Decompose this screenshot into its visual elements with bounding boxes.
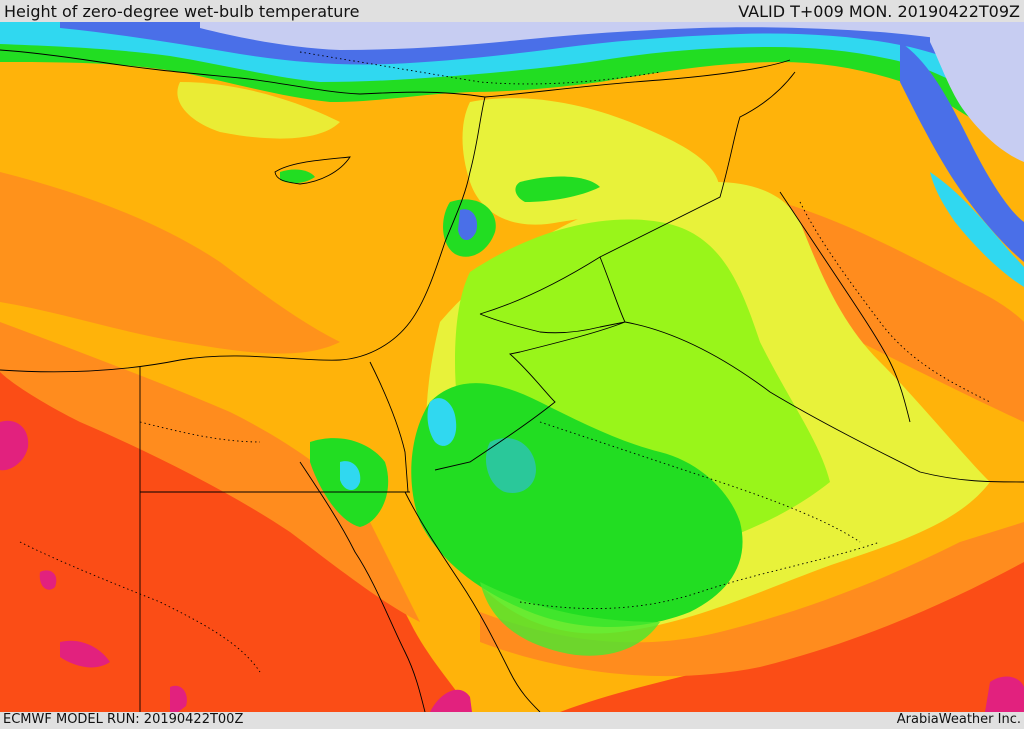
field-green-cyprus bbox=[280, 169, 315, 184]
field-orange-egypt bbox=[0, 322, 420, 622]
credit-text: ArabiaWeather Inc. bbox=[896, 712, 1021, 727]
country-borders bbox=[0, 49, 1024, 712]
field-magenta-ethiopia bbox=[170, 685, 187, 712]
field-blue-iran bbox=[900, 42, 1024, 262]
field-red-orange-east bbox=[560, 542, 1024, 712]
dotted-border-turkey bbox=[299, 51, 661, 85]
syria-iraq-border bbox=[599, 71, 796, 258]
turkey-syria-border bbox=[484, 59, 791, 98]
red-sea-west-coast bbox=[299, 461, 426, 712]
sinai-border bbox=[369, 361, 409, 493]
map-footer: ECMWF MODEL RUN: 20190422T00Z ArabiaWeat… bbox=[0, 712, 1024, 729]
field-magenta-aden bbox=[430, 689, 472, 712]
mediterranean-coast bbox=[0, 96, 486, 373]
map-title: Height of zero-degree wet-bulb temperatu… bbox=[4, 2, 360, 21]
field-lavender-iran bbox=[930, 22, 1024, 162]
persian-gulf-coast bbox=[779, 191, 911, 423]
field-cyan-sinai bbox=[340, 461, 361, 491]
dotted-border-egypt bbox=[139, 421, 261, 443]
model-run: ECMWF MODEL RUN: 20190422T00Z bbox=[3, 712, 244, 727]
dotted-border-yemen bbox=[519, 541, 881, 610]
field-orange-iran bbox=[780, 202, 1024, 422]
field-magenta-libya bbox=[0, 420, 29, 471]
field-orange-mediterranean bbox=[0, 172, 340, 354]
field-magenta-oman bbox=[985, 676, 1024, 712]
field-green-syria bbox=[515, 176, 600, 202]
field-teal-hejaz bbox=[485, 438, 536, 493]
field-magenta-sudan bbox=[60, 640, 110, 668]
field-cyan-jordan bbox=[427, 398, 457, 446]
jordan-border bbox=[434, 313, 626, 471]
field-yellow-turkey bbox=[177, 82, 340, 139]
field-bright-green-edge bbox=[480, 582, 660, 656]
red-sea-east-coast bbox=[404, 491, 541, 712]
field-cyan-iran bbox=[930, 172, 1024, 287]
field-magenta-chad bbox=[39, 570, 57, 590]
iraq-saudi-border bbox=[479, 256, 1024, 483]
dotted-border-saudi bbox=[539, 421, 861, 543]
dotted-border-sudan bbox=[19, 541, 261, 673]
cyprus-outline bbox=[274, 156, 351, 185]
turkey-coast bbox=[0, 49, 486, 98]
field-orange-south bbox=[480, 522, 1024, 677]
field-lavender-north bbox=[200, 22, 1024, 52]
field-blue-lebanon bbox=[458, 209, 478, 241]
valid-time: VALID T+009 MON. 20190422T09Z bbox=[738, 2, 1020, 21]
regional-borders bbox=[19, 51, 991, 673]
map-header: Height of zero-degree wet-bulb temperatu… bbox=[0, 0, 1024, 22]
weather-map bbox=[0, 22, 1024, 712]
dotted-border-iran bbox=[799, 201, 991, 403]
